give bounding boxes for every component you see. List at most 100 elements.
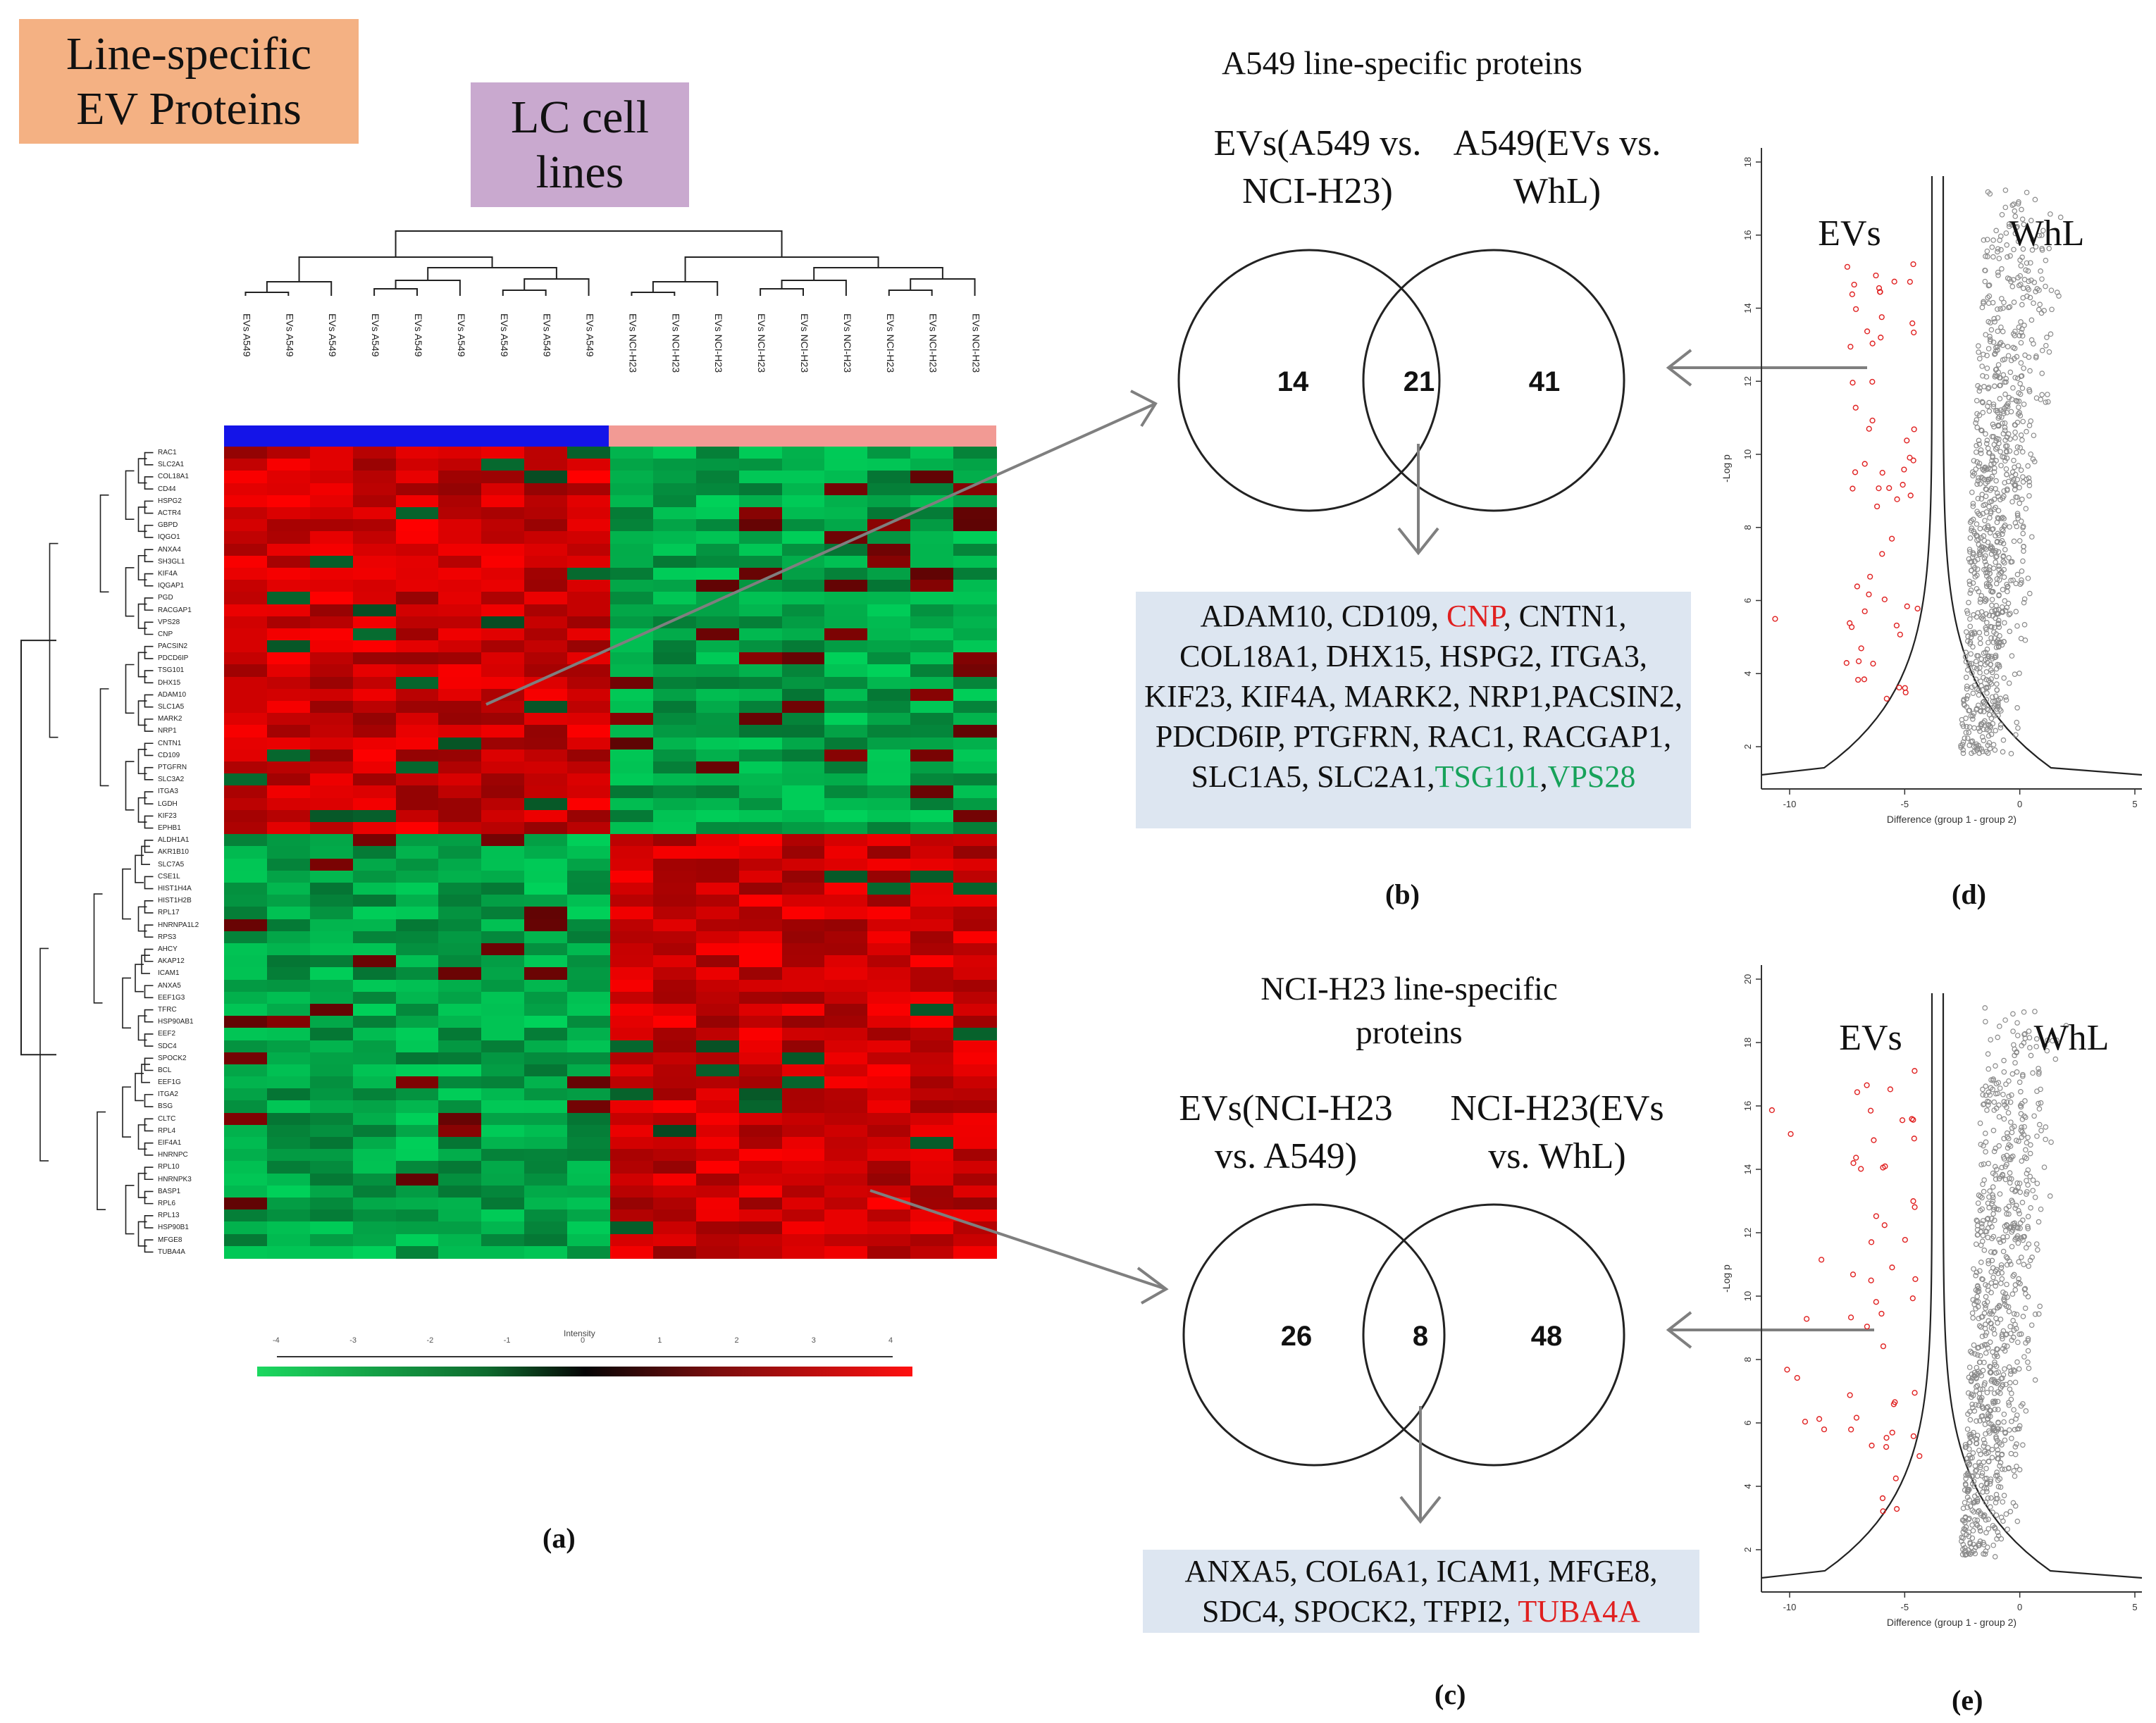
volcano-point-whl (1982, 518, 1988, 523)
heatmap-cell (652, 567, 697, 580)
volcano-point-whl (2007, 1508, 2014, 1514)
heatmap-cell (524, 592, 568, 605)
volcano-point-whl (2022, 637, 2028, 643)
heatmap-cell (910, 785, 954, 799)
heatmap-cell (352, 555, 397, 568)
heatmap-cell (524, 580, 568, 592)
volcano-point-whl (2008, 1396, 2014, 1402)
heatmap-cell (481, 640, 525, 653)
heatmap-cell (781, 713, 826, 726)
heatmap-cell (695, 447, 740, 459)
column-label: EVs A549 (284, 313, 296, 357)
heatmap-cell (395, 761, 440, 774)
volcano-point-whl (1995, 362, 2002, 368)
volcano-point-whl (1974, 1293, 1981, 1300)
heatmap-cell (652, 725, 697, 738)
volcano-y-tick-label: 6 (1742, 1420, 1753, 1425)
heatmap-cell (781, 506, 826, 520)
heatmap-cell (567, 846, 611, 859)
volcano-threshold-right (1942, 993, 2143, 1579)
heatmap-cell (738, 628, 783, 641)
volcano-y-tick-label: 2 (1742, 744, 1753, 749)
heatmap-cell (610, 483, 654, 496)
heatmap-cell (867, 725, 911, 738)
heatmap-cell (610, 773, 654, 787)
volcano-point-evs (1878, 1310, 1885, 1317)
volcano-point-whl (1983, 1019, 1988, 1025)
heatmap-cell (309, 664, 354, 678)
heatmap-cell (824, 725, 868, 738)
heatmap-cell (224, 676, 268, 690)
volcano-point-whl (1965, 633, 1971, 640)
volcano-point-whl (1978, 1259, 1984, 1265)
heatmap-cell (867, 616, 911, 629)
volcano-point-whl (1991, 1099, 1997, 1105)
volcano-point-evs (1880, 1343, 1887, 1350)
volcano-point-whl (1976, 343, 1981, 349)
volcano-point-evs (1866, 425, 1872, 432)
volcano-point-whl (2007, 1380, 2013, 1386)
heatmap-cell (652, 664, 697, 678)
heatmap-cell (524, 688, 568, 702)
heatmap-cell (395, 447, 440, 459)
heatmap-cell (610, 506, 654, 520)
heatmap-cell (652, 676, 697, 690)
heatmap-cell (224, 628, 268, 641)
heatmap-cell (395, 592, 440, 605)
heatmap-cell (395, 834, 440, 847)
heatmap-cell (309, 785, 354, 799)
heatmap-cell (309, 483, 354, 496)
heatmap-cell (481, 676, 525, 690)
heatmap-cell (309, 701, 354, 714)
heatmap-cell (224, 749, 268, 762)
volcano-point-whl (2025, 1293, 2031, 1300)
volcano-point-whl (2014, 449, 2019, 456)
heatmap-cell (224, 592, 268, 605)
volcano-point-whl (2018, 1111, 2024, 1116)
volcano-point-whl (2030, 1188, 2036, 1193)
volcano-point-whl (1985, 445, 1991, 452)
column-label: EVs NCI-H23 (970, 313, 982, 373)
volcano-y-tick-label: 10 (1742, 449, 1753, 459)
volcano-point-whl (2043, 283, 2048, 290)
volcano-point-whl (1977, 599, 1983, 605)
volcano-point-whl (1979, 304, 1985, 311)
heatmap-cell (567, 834, 611, 847)
volcano-point-whl (2025, 1214, 2031, 1219)
heatmap-cell (610, 797, 654, 811)
heatmap-cell (610, 531, 654, 545)
heatmap-cell (953, 628, 997, 641)
heatmap-cell (867, 483, 911, 496)
heatmap-cell (224, 858, 268, 871)
volcano-point-whl (2019, 568, 2025, 574)
heatmap-cell (438, 580, 482, 592)
volcano-point-evs (1855, 676, 1861, 683)
volcano-point-whl (2019, 301, 2025, 308)
volcano-point-whl (2028, 1322, 2035, 1328)
heatmap-cell (610, 494, 654, 508)
volcano-point-evs (1854, 583, 1860, 590)
volcano-point-whl (1993, 559, 1998, 565)
heatmap-cell (224, 785, 268, 799)
heatmap-cell (738, 543, 783, 556)
heatmap-cell (438, 809, 482, 823)
heatmap-cell (266, 664, 311, 678)
heatmap-cell (867, 628, 911, 641)
heatmap-cell (867, 701, 911, 714)
volcano-point-whl (1983, 1529, 1989, 1536)
heatmap-cell (481, 797, 525, 811)
heatmap-cell (567, 494, 611, 508)
volcano-point-whl (2027, 1150, 2033, 1157)
volcano-point-whl (2011, 201, 2016, 207)
heatmap-cell (567, 713, 611, 726)
heatmap-cell (781, 592, 826, 605)
volcano-point-whl (2026, 493, 2032, 499)
heatmap-cell (524, 628, 568, 641)
heatmap-cell (438, 676, 482, 690)
heatmap-cell (352, 616, 397, 629)
heatmap-cell (824, 822, 868, 835)
heatmap-cell (266, 567, 311, 580)
heatmap-cell (438, 616, 482, 629)
heatmap-cell (738, 676, 783, 690)
volcano-point-whl (2029, 534, 2035, 540)
